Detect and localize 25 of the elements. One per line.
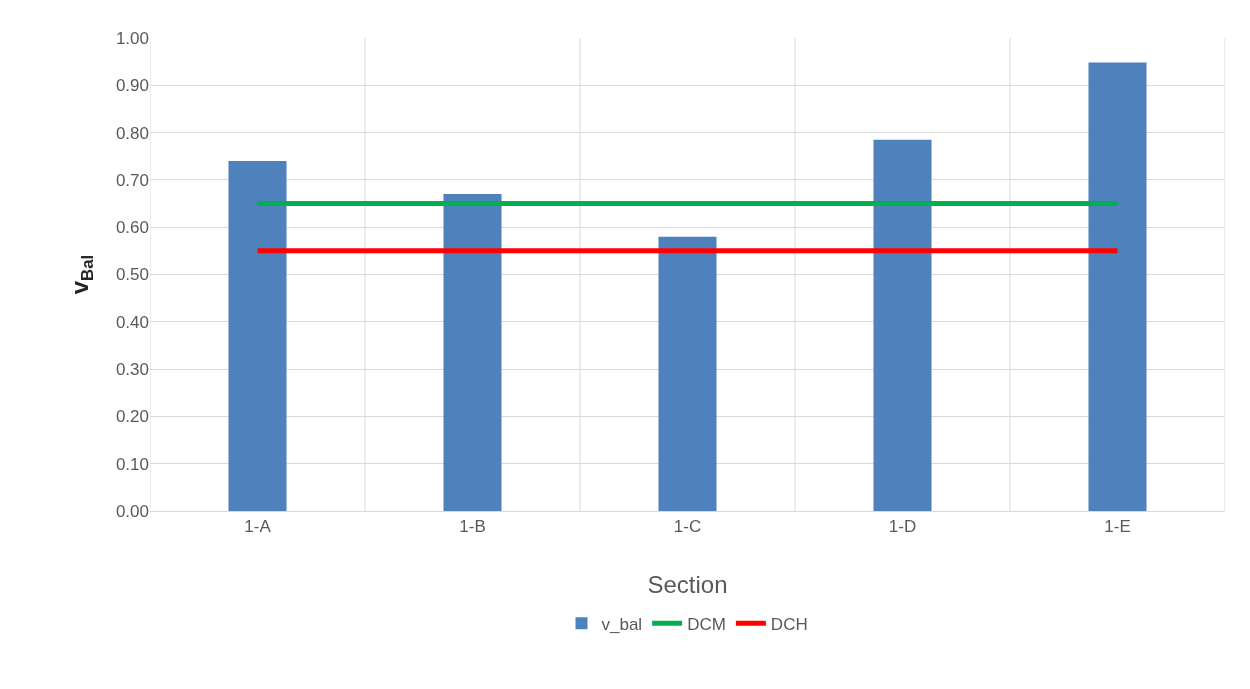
y-tick-label: 0.10 [115, 454, 149, 474]
legend-label: v_bal [601, 614, 643, 634]
y-tick-label: 0.80 [115, 123, 149, 143]
bar [658, 236, 717, 511]
x-tick-label: 1-D [888, 517, 917, 537]
y-tick-label: 0.40 [115, 312, 149, 332]
y-tick-label: 0.60 [115, 218, 149, 238]
bar [1088, 62, 1147, 511]
x-axis-title: Section [647, 571, 728, 598]
y-tick-label: 0.70 [115, 170, 149, 190]
x-tick-label: 1-C [673, 517, 702, 537]
y-tick-label: 1.00 [115, 28, 149, 48]
x-tick-label: 1-A [244, 517, 272, 537]
legend-label: DCH [770, 614, 808, 634]
bar [873, 139, 932, 511]
y-tick-label: 0.30 [115, 360, 149, 380]
y-tick-label: 0.50 [115, 265, 149, 285]
bar [228, 160, 287, 511]
y-tick-label: 0.90 [115, 76, 149, 96]
x-tick-label: 1-B [459, 517, 486, 537]
legend-label: DCM [687, 614, 726, 634]
bar [443, 194, 502, 511]
y-tick-label: 0.00 [115, 501, 149, 521]
y-tick-label: 0.20 [115, 407, 149, 427]
x-tick-label: 1-E [1104, 517, 1131, 537]
